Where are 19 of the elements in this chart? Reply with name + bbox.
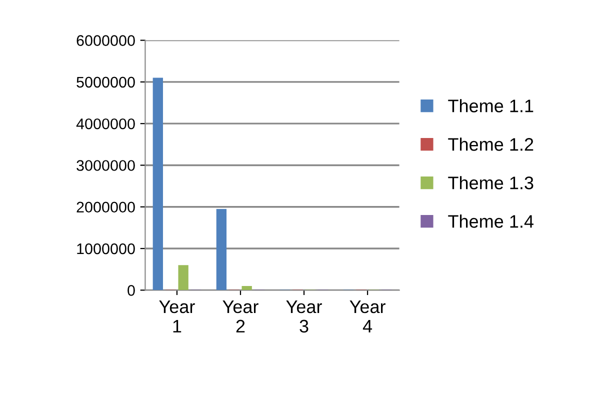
y-tick-label: 5000000 [76, 76, 135, 88]
legend-label: Theme 1.3 [448, 176, 534, 190]
legend-label: Theme 1.2 [448, 138, 534, 151]
bar [216, 208, 227, 290]
y-tick-label: 0 [128, 285, 135, 296]
x-tick-label: Year 2 [222, 300, 258, 332]
bar [178, 265, 188, 290]
legend-label: Theme 1.1 [448, 99, 534, 112]
x-tick-label: Year 3 [286, 300, 322, 333]
y-tick-label: 4000000 [76, 118, 135, 130]
legend-label: Theme 1.4 [448, 214, 534, 228]
x-tick-label: Year 4 [350, 300, 386, 332]
y-tick-label: 3000000 [76, 160, 135, 171]
y-tick-label: 6000000 [76, 35, 135, 46]
x-tick-label: Year 1 [159, 300, 195, 332]
y-tick-label: 1000000 [77, 243, 135, 254]
bar [152, 78, 163, 290]
y-tick-label: 2000000 [76, 202, 135, 213]
bar [242, 286, 252, 290]
